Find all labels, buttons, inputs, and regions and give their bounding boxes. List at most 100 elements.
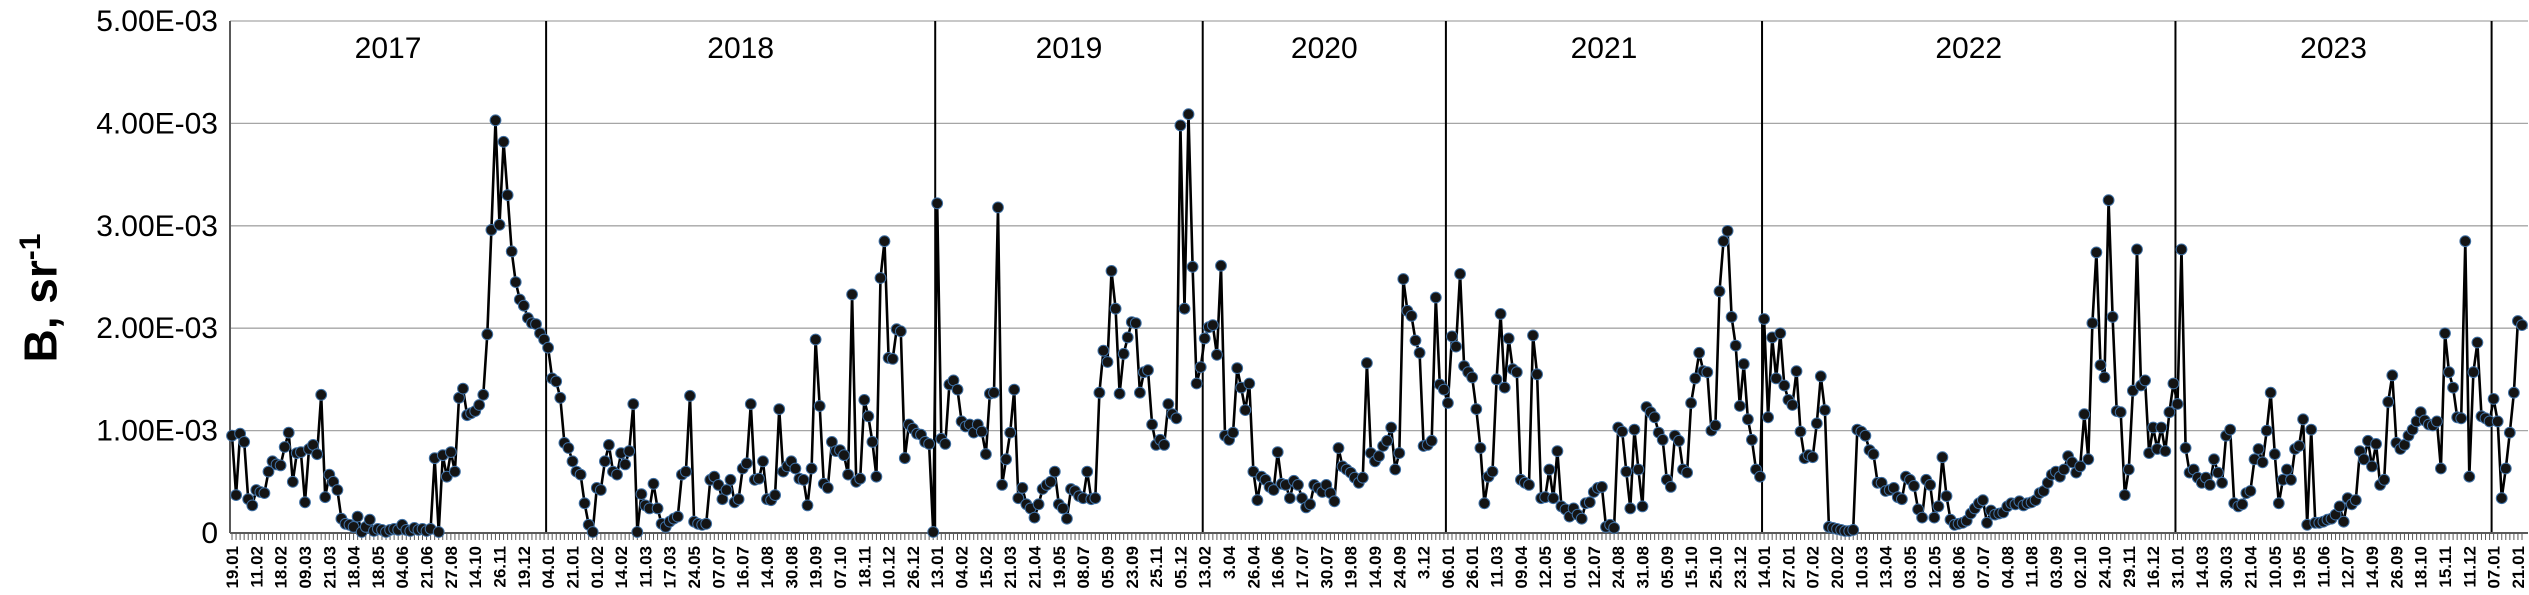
x-tick-label: 26.04 xyxy=(1244,545,1263,588)
data-point-marker xyxy=(1717,235,1730,248)
data-point-marker xyxy=(299,496,311,509)
data-point-marker xyxy=(2179,442,2192,454)
data-point-marker xyxy=(813,400,826,412)
x-tick-label: 25.11 xyxy=(1147,546,1166,588)
x-tick-label: 27.08 xyxy=(442,546,461,589)
x-tick-label: 16.07 xyxy=(734,546,753,589)
data-point-marker xyxy=(2175,243,2188,256)
data-point-marker xyxy=(1713,285,1726,298)
data-point-marker xyxy=(2236,498,2249,511)
data-point-marker xyxy=(2102,194,2115,207)
data-point-marker xyxy=(363,513,376,526)
x-tick-label: 10.12 xyxy=(880,546,899,589)
data-point-marker xyxy=(1494,308,1507,320)
data-point-marker xyxy=(1551,445,1564,458)
data-point-marker xyxy=(789,462,802,475)
x-tick-label: 24.10 xyxy=(2096,546,2115,589)
year-label: 2022 xyxy=(1935,32,2002,65)
x-tick-label: 26.11 xyxy=(491,546,510,588)
data-point-marker xyxy=(1304,498,1316,511)
year-label: 2021 xyxy=(1571,32,1638,65)
x-tick-label: 27.01 xyxy=(1779,546,1798,589)
x-tick-label: 05.09 xyxy=(1098,546,1117,589)
x-tick-label: 11.03 xyxy=(1488,546,1507,588)
data-point-marker xyxy=(2106,311,2119,323)
data-point-marker xyxy=(1620,465,1633,478)
data-point-marker xyxy=(1361,357,1373,369)
data-point-marker xyxy=(1924,479,1937,491)
data-point-marker xyxy=(315,388,328,401)
x-tick-label: 14.01 xyxy=(1755,546,1774,589)
data-point-marker xyxy=(501,189,514,202)
data-point-marker xyxy=(1450,340,1462,353)
data-point-marker xyxy=(1134,386,1146,399)
data-point-marker xyxy=(2467,366,2480,379)
y-tick-label: 5.00E-03 xyxy=(96,5,218,38)
data-point-marker xyxy=(862,410,875,423)
data-point-marker xyxy=(724,473,737,486)
year-label: 2017 xyxy=(355,32,422,65)
data-point-marker xyxy=(1664,481,1677,493)
data-point-marker xyxy=(1814,370,1827,383)
data-point-marker xyxy=(1908,480,1920,492)
data-point-marker xyxy=(2333,500,2346,513)
x-tick-label: 3.12 xyxy=(1415,546,1434,579)
x-tick-label: 11.06 xyxy=(2314,546,2333,588)
x-tick-label: 21.01 xyxy=(563,546,582,589)
data-point-marker xyxy=(809,333,822,346)
x-tick-label: 26.09 xyxy=(2387,546,2406,589)
x-tick-label: 31.08 xyxy=(1633,546,1652,589)
data-point-marker xyxy=(2435,462,2447,475)
year-label: 2023 xyxy=(2300,32,2367,65)
x-tick-label: 06.01 xyxy=(1439,546,1458,589)
data-point-marker xyxy=(1182,108,1195,121)
data-point-marker xyxy=(2349,494,2362,507)
data-point-marker xyxy=(635,488,648,501)
data-point-marker xyxy=(2155,421,2168,434)
data-point-marker xyxy=(2244,485,2257,497)
data-point-marker xyxy=(2503,426,2516,439)
x-tick-label: 04.06 xyxy=(393,546,412,589)
data-point-marker xyxy=(1648,411,1661,424)
x-tick-label: 08.06 xyxy=(1950,546,1969,589)
x-tick-label: 12.07 xyxy=(2339,546,2358,589)
x-tick-label: 14.09 xyxy=(1366,546,1385,589)
data-point-marker xyxy=(1778,379,1791,392)
data-point-marker xyxy=(805,462,818,475)
data-point-marker xyxy=(2337,515,2350,528)
x-tick-label: 18.04 xyxy=(345,545,364,588)
data-point-marker xyxy=(1129,317,1142,330)
x-tick-label: 03.09 xyxy=(2047,546,2066,589)
x-tick-label: 04.02 xyxy=(953,546,972,589)
x-tick-label: 02.10 xyxy=(2071,546,2090,589)
data-point-marker xyxy=(2256,456,2269,469)
x-tick-label: 13.02 xyxy=(1196,546,1215,589)
data-point-marker xyxy=(445,446,457,459)
data-point-marker xyxy=(878,235,891,248)
data-point-marker xyxy=(1596,481,1608,493)
data-point-marker xyxy=(1105,265,1118,277)
data-point-marker xyxy=(801,499,814,512)
data-point-marker xyxy=(838,449,850,462)
data-point-marker xyxy=(457,382,469,395)
data-point-marker xyxy=(1810,417,1823,430)
x-tick-label: 18.10 xyxy=(2412,546,2431,589)
data-point-marker xyxy=(1190,377,1203,390)
data-point-marker xyxy=(1656,433,1669,446)
data-point-marker xyxy=(2285,473,2297,486)
x-tick-label: 18.02 xyxy=(272,546,291,589)
data-point-marker xyxy=(2516,319,2528,332)
data-point-marker xyxy=(1142,364,1154,377)
data-point-marker xyxy=(951,383,964,396)
data-point-marker xyxy=(740,457,753,470)
data-point-marker xyxy=(1397,273,1410,285)
data-point-marker xyxy=(1211,348,1223,361)
x-tick-label: 13.04 xyxy=(1877,545,1896,588)
x-tick-label: 15.02 xyxy=(977,546,996,589)
data-point-marker xyxy=(2131,243,2143,256)
x-tick-label: 19.08 xyxy=(1342,546,1361,589)
data-point-marker xyxy=(473,399,486,411)
data-point-marker xyxy=(846,288,858,301)
data-point-marker xyxy=(599,455,611,468)
